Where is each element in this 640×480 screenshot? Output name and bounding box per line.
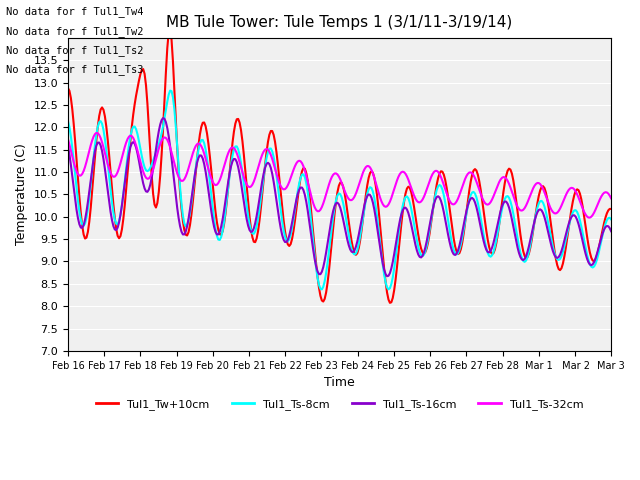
Tul1_Ts-32cm [93, 130, 100, 136]
Text: No data for f Tul1_Ts2: No data for f Tul1_Ts2 [6, 45, 144, 56]
Tul1_Ts-16cm [383, 273, 391, 279]
Tul1_Ts-8cm [535, 201, 543, 206]
Tul1_Ts-32cm [606, 192, 614, 198]
Tul1_Ts-16cm [100, 156, 108, 162]
Tul1_Tw+10cm [454, 251, 462, 257]
Tul1_Tw+10cm [83, 235, 90, 240]
Tul1_Ts-32cm [452, 199, 460, 204]
Tul1_Ts-8cm [607, 216, 615, 222]
Tul1_Ts-8cm [606, 215, 614, 221]
Tul1_Ts-8cm [83, 215, 90, 221]
Y-axis label: Temperature (C): Temperature (C) [15, 144, 28, 245]
Line: Tul1_Tw+10cm: Tul1_Tw+10cm [68, 29, 611, 303]
Line: Tul1_Ts-8cm: Tul1_Ts-8cm [68, 91, 611, 289]
Tul1_Ts-8cm [454, 251, 462, 256]
Tul1_Ts-16cm [159, 115, 167, 121]
Tul1_Ts-8cm [318, 287, 326, 292]
Text: No data for f Tul1_Tw2: No data for f Tul1_Tw2 [6, 25, 144, 36]
Tul1_Ts-32cm [83, 159, 90, 165]
Tul1_Ts-16cm [535, 207, 543, 213]
Text: No data for f Tul1_Ts3: No data for f Tul1_Ts3 [6, 64, 144, 75]
Line: Tul1_Ts-16cm: Tul1_Ts-16cm [68, 118, 611, 276]
Tul1_Ts-16cm [607, 228, 615, 234]
Legend: Tul1_Tw+10cm, Tul1_Ts-8cm, Tul1_Ts-16cm, Tul1_Ts-32cm: Tul1_Tw+10cm, Tul1_Ts-8cm, Tul1_Ts-16cm,… [92, 394, 588, 414]
Tul1_Ts-32cm [64, 136, 72, 142]
Tul1_Tw+10cm [606, 206, 614, 212]
Tul1_Ts-16cm [64, 144, 72, 149]
Tul1_Ts-32cm [607, 195, 615, 201]
Tul1_Ts-8cm [64, 118, 72, 124]
Tul1_Ts-32cm [101, 150, 109, 156]
Tul1_Ts-8cm [166, 88, 174, 94]
Tul1_Ts-32cm [345, 196, 353, 202]
Tul1_Ts-16cm [83, 209, 90, 215]
Tul1_Ts-8cm [346, 240, 354, 246]
Text: MB Tule: MB Tule [0, 479, 1, 480]
Tul1_Ts-16cm [606, 225, 614, 231]
Tul1_Ts-32cm [534, 180, 541, 186]
Title: MB Tule Tower: Tule Temps 1 (3/1/11-3/19/14): MB Tule Tower: Tule Temps 1 (3/1/11-3/19… [166, 15, 513, 30]
Tul1_Ts-8cm [100, 127, 108, 133]
Tul1_Tw+10cm [345, 219, 353, 225]
Tul1_Tw+10cm [535, 193, 543, 199]
Line: Tul1_Ts-32cm: Tul1_Ts-32cm [68, 133, 611, 217]
Tul1_Tw+10cm [386, 300, 394, 306]
Tul1_Ts-16cm [345, 242, 353, 248]
X-axis label: Time: Time [324, 376, 355, 389]
Tul1_Tw+10cm [64, 85, 72, 91]
Tul1_Tw+10cm [100, 107, 108, 113]
Tul1_Ts-16cm [454, 248, 462, 253]
Tul1_Ts-32cm [586, 215, 594, 220]
Tul1_Tw+10cm [166, 26, 174, 32]
Tul1_Tw+10cm [607, 206, 615, 212]
Text: No data for f Tul1_Tw4: No data for f Tul1_Tw4 [6, 6, 144, 17]
